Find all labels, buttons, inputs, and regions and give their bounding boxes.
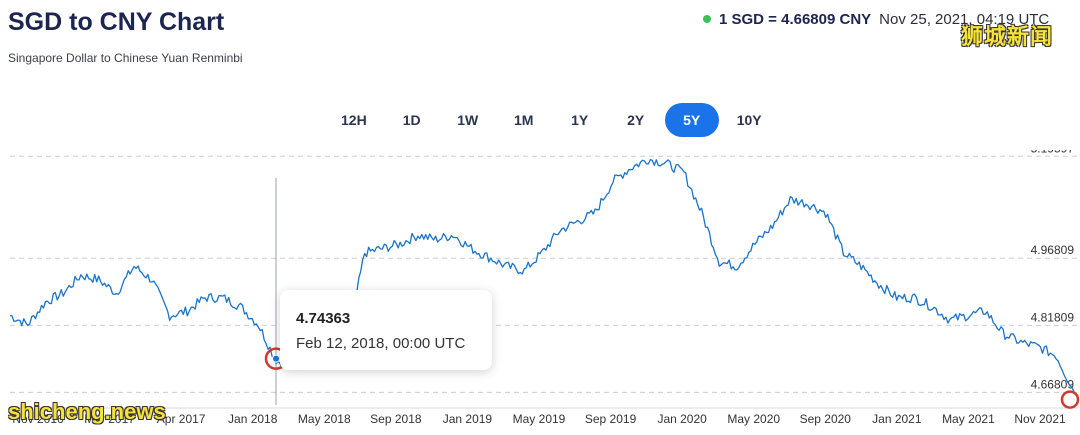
series-line	[9, 158, 1075, 392]
tab-5y[interactable]: 5Y	[664, 103, 719, 137]
tooltip-date: Feb 12, 2018, 00:00 UTC	[296, 335, 466, 352]
y-tick-label: 4.96809	[1031, 243, 1075, 257]
highlight-point	[272, 354, 280, 363]
x-tick-label: May 2019	[513, 412, 566, 426]
x-tick-label: Jan 2018	[228, 412, 278, 426]
x-tick-label: Nov 2016	[12, 412, 64, 426]
tooltip-value: 4.74363	[296, 310, 351, 327]
page-subtitle: Singapore Dollar to Chinese Yuan Renminb…	[8, 51, 243, 65]
watermark-bottom: shicheng.news	[8, 399, 166, 424]
rate-line-chart[interactable]: 5.19597 4.96809 4.81809 4.66809 Nov 2016 Mar …	[0, 150, 1080, 435]
x-tick-label: Apr 2017	[157, 412, 206, 426]
chart-tooltip: 4.74363 Feb 12, 2018, 00:00 UTC	[280, 290, 492, 370]
page-title: SGD to CNY Chart	[8, 8, 225, 36]
tab-10y[interactable]: 10Y	[736, 112, 762, 128]
tab-1d[interactable]: 1D	[402, 112, 421, 128]
tab-1m[interactable]: 1M	[513, 112, 534, 128]
x-tick-label: Nov 2021	[1014, 412, 1066, 426]
tab-1w[interactable]: 1W	[457, 112, 479, 128]
x-tick-label: Sep 2019	[585, 412, 637, 426]
current-rate: 1 SGD = 4.66809 CNY Nov 25, 2021, 04:19 U…	[703, 11, 1049, 28]
live-status-dot-icon	[703, 15, 711, 24]
x-tick-label: May 2018	[298, 412, 351, 426]
y-tick-label: 4.66809	[1031, 377, 1075, 391]
x-tick-label: May 2020	[727, 412, 780, 426]
last-point-ring	[1060, 390, 1080, 409]
x-tick-label: Jan 2021	[872, 412, 922, 426]
x-tick-label: May 2021	[942, 412, 995, 426]
x-tick-label: Mar 2017	[84, 412, 135, 426]
y-tick-label: 4.81809	[1031, 310, 1075, 324]
x-tick-label: Sep 2020	[800, 412, 852, 426]
y-tick-label: 5.19597	[1031, 150, 1075, 155]
tab-1y[interactable]: 1Y	[571, 112, 589, 128]
tab-12h[interactable]: 12H	[341, 112, 367, 128]
range-tabs: 12H 1D 1W 1M 1Y 2Y 5Y 10Y	[325, 103, 778, 137]
watermark-top: 狮城新闻	[961, 24, 1054, 49]
x-tick-label: Jan 2019	[443, 412, 493, 426]
tab-2y[interactable]: 2Y	[627, 112, 645, 128]
rate-timestamp: Nov 25, 2021, 04:19 UTC	[879, 11, 1050, 28]
x-tick-label: Jan 2020	[657, 412, 707, 426]
x-tick-label: Sep 2018	[370, 412, 422, 426]
rate-value: 1 SGD = 4.66809 CNY	[719, 11, 872, 28]
